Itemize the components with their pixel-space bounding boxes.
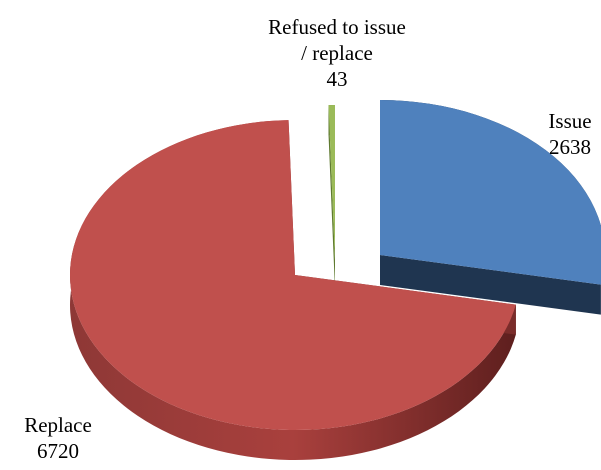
slice-tops xyxy=(70,100,601,430)
slice-top-3 xyxy=(328,105,335,260)
slice-name-3: Refused to issue xyxy=(268,15,406,39)
slice-label-2: Replace 6720 xyxy=(24,413,92,463)
slice-cut-face-1-2 xyxy=(380,255,601,315)
slice-name-2: Replace xyxy=(24,413,92,437)
slice-value-3: 43 xyxy=(327,67,348,91)
slice-label-1: Issue 2638 xyxy=(548,109,591,159)
slice-name-1: Issue xyxy=(548,109,591,133)
slice-labels: Issue 2638 Replace 6720 Refused to issue / re… xyxy=(24,15,591,463)
slice-name-3: / replace xyxy=(301,41,373,65)
slice-top-2 xyxy=(70,120,516,430)
slice-top-1 xyxy=(380,100,601,285)
slice-value-2: 6720 xyxy=(37,439,79,463)
slice-label-3: Refused to issue / replace 43 xyxy=(268,15,406,91)
slice-cut-face-3-1 xyxy=(328,105,335,291)
slice-value-1: 2638 xyxy=(549,135,591,159)
